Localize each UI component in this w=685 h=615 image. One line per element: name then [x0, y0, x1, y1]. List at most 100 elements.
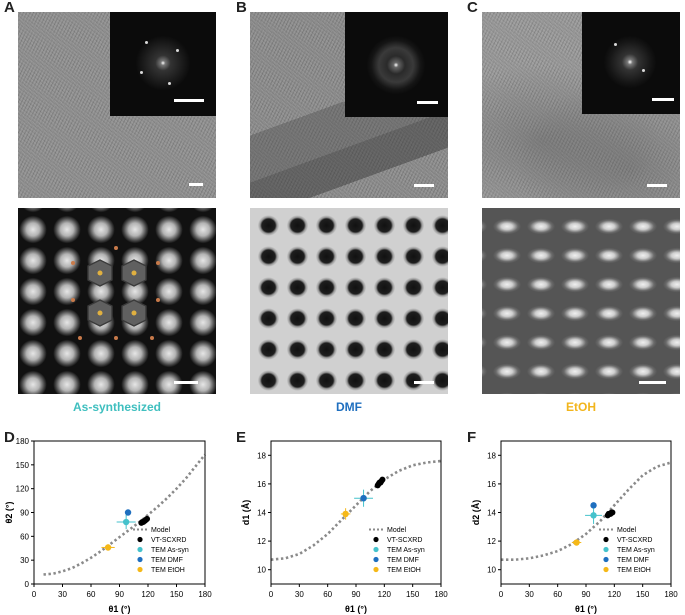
legend-swatch: [137, 556, 143, 563]
fft-halo: [604, 36, 656, 88]
scale-bar: [639, 381, 666, 384]
legend-label: Model: [387, 527, 407, 534]
x-axis-label: θ1 (°): [109, 604, 131, 614]
flake-edge: [250, 102, 448, 198]
legend-label: TEM As-syn: [387, 547, 425, 554]
fft-spot: [140, 71, 143, 74]
fft-spot: [642, 69, 645, 72]
y-tick-label: 90: [20, 509, 29, 518]
panel-label-d: D: [4, 429, 15, 446]
y-tick-label: 16: [257, 480, 266, 489]
legend-label: VT-SCXRD: [151, 537, 186, 544]
legend-label: TEM As-syn: [617, 547, 655, 554]
fft-spot: [614, 43, 617, 46]
panel-label-c: C: [467, 0, 478, 16]
x-tick-label: 180: [434, 590, 448, 599]
x-tick-label: 150: [406, 590, 420, 599]
chart-theta2-vs-theta1: 0 30 60 90 120 150 180 0 30 60 90 120 150 180 θ1 (°) θ2…: [4, 437, 212, 614]
legend-label: TEM EtOH: [617, 567, 651, 574]
tem-point-tem-as-syn: [122, 518, 130, 526]
x-tick-label: 120: [141, 590, 155, 599]
y-tick-label: 30: [20, 556, 29, 565]
legend-label: VT-SCXRD: [387, 537, 422, 544]
panel-label-b: B: [236, 0, 247, 16]
lattice-image-dmf: [250, 208, 448, 394]
y-tick-label: 180: [16, 437, 30, 446]
x-tick-label: 90: [115, 590, 124, 599]
caption-dmf: DMF: [336, 400, 362, 414]
x-tick-label: 90: [582, 590, 591, 599]
x-tick-label: 60: [553, 590, 562, 599]
x-tick-label: 30: [58, 590, 67, 599]
legend-swatch: [373, 536, 379, 543]
legend-label: TEM EtOH: [151, 567, 185, 574]
fft-spot: [168, 82, 171, 85]
y-tick-label: 10: [487, 566, 496, 575]
model-curve: [501, 461, 672, 561]
panel-label-e: E: [236, 429, 247, 446]
vtscxrd-point: [379, 476, 386, 483]
legend-label: Model: [151, 527, 171, 534]
legend-swatch: [373, 546, 379, 553]
lattice-image-as-synthesized: [18, 208, 216, 394]
legend-label: TEM DMF: [151, 557, 183, 564]
tem-point-tem-dmf: [590, 502, 597, 509]
fft-inset: [345, 12, 448, 117]
legend-swatch: [137, 536, 143, 543]
x-tick-label: 60: [323, 590, 332, 599]
chart-d2-vs-theta1: 0 30 60 90 120 150 180 10 12 14 16 18 θ1 (°) d2 (Å) Mo…: [471, 440, 678, 614]
y-tick-label: 12: [257, 537, 266, 546]
fft-inset: [582, 12, 680, 114]
y-tick-label: 14: [257, 509, 266, 518]
x-tick-label: 120: [608, 590, 622, 599]
x-axis-label: θ1 (°): [575, 604, 597, 614]
lattice-image-etoh: [482, 208, 680, 394]
x-tick-label: 0: [32, 590, 37, 599]
chart-d1-vs-theta1: 0 30 60 90 120 150 180 10 12 14 16 18 θ1 (°) d1 (Å) Mo…: [241, 440, 448, 614]
scale-bar: [414, 184, 434, 187]
x-tick-label: 180: [198, 590, 212, 599]
vtscxrd-point: [144, 515, 151, 522]
tem-image-dmf: [250, 12, 448, 198]
y-tick-label: 18: [257, 451, 266, 460]
tem-point-tem-dmf: [124, 509, 132, 516]
legend-label: Model: [617, 527, 637, 534]
x-tick-label: 30: [525, 590, 534, 599]
legend-swatch: [373, 556, 379, 563]
fft-spot: [176, 49, 179, 52]
x-tick-label: 180: [664, 590, 678, 599]
scale-bar: [414, 381, 434, 384]
legend-swatch: [603, 546, 609, 553]
legend-swatch: [373, 566, 379, 573]
fft-scale-bar: [417, 101, 438, 104]
tem-point-tem-etoh: [342, 510, 349, 518]
x-tick-label: 0: [269, 590, 274, 599]
fft-halo: [136, 36, 190, 90]
x-tick-label: 150: [170, 590, 184, 599]
y-tick-label: 0: [25, 580, 30, 589]
scale-bar: [189, 183, 203, 186]
x-tick-label: 90: [352, 590, 361, 599]
y-tick-label: 14: [487, 509, 496, 518]
y-tick-label: 18: [487, 451, 496, 460]
y-axis-label: θ2 (°): [4, 502, 14, 524]
tem-image-etoh: [482, 12, 680, 198]
x-tick-label: 120: [378, 590, 392, 599]
fft-inset: [110, 12, 216, 116]
y-tick-label: 60: [20, 532, 29, 541]
legend-swatch: [603, 536, 609, 543]
legend-swatch: [137, 566, 143, 573]
caption-etoh: EtOH: [566, 400, 596, 414]
y-axis-label: d1 (Å): [241, 500, 251, 526]
legend-label: TEM As-syn: [151, 547, 189, 554]
y-tick-label: 10: [257, 566, 266, 575]
fft-scale-bar: [174, 99, 204, 102]
x-tick-label: 0: [499, 590, 504, 599]
legend-label: VT-SCXRD: [617, 537, 652, 544]
legend-label: TEM DMF: [617, 557, 649, 564]
model-curve: [270, 459, 442, 561]
scale-bar: [174, 381, 198, 384]
panel-label-f: F: [467, 429, 477, 446]
x-axis-label: θ1 (°): [345, 604, 367, 614]
tem-image-as-synthesized: [18, 12, 216, 198]
